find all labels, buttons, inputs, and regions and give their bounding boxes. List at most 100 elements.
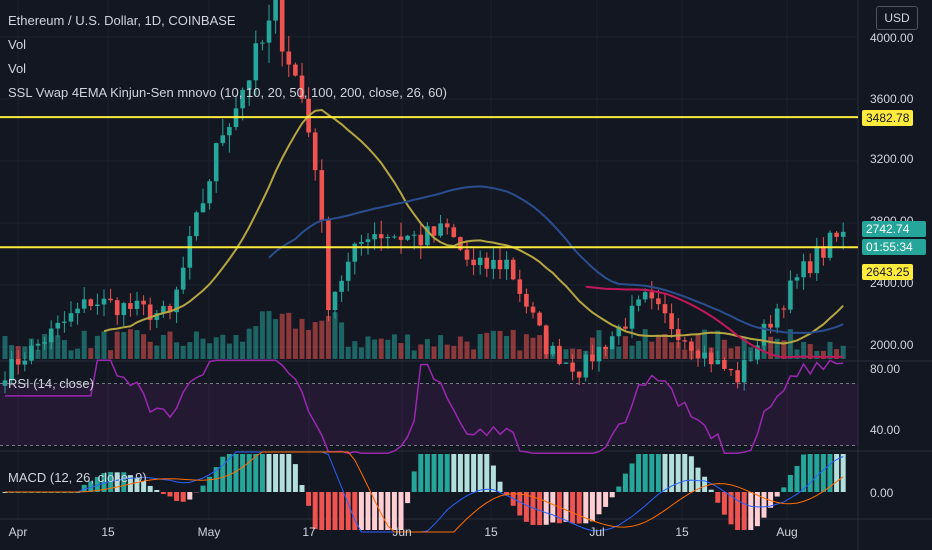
macd-histogram-bar: [141, 481, 147, 492]
volume-bar: [642, 329, 648, 359]
macd-histogram-bar: [801, 454, 807, 492]
macd-histogram-bar: [253, 454, 259, 492]
volume-bar: [299, 318, 305, 359]
candle-body: [352, 243, 358, 262]
volume-bar: [629, 345, 635, 359]
macd-histogram-bar: [438, 454, 444, 492]
candle-body: [636, 299, 641, 306]
macd-histogram-bar: [827, 454, 833, 492]
macd-histogram-bar: [642, 454, 648, 492]
macd-histogram-bar: [81, 484, 87, 492]
candle-body: [194, 212, 199, 237]
macd-tick: 0.00: [870, 486, 894, 500]
macd-histogram-bar: [332, 492, 338, 530]
macd-histogram-bar: [576, 492, 582, 524]
candle-body: [781, 308, 787, 310]
volume-bar: [530, 337, 536, 359]
macd-histogram-bar: [735, 492, 741, 530]
candle-body: [788, 280, 793, 310]
volume-bar: [332, 312, 338, 359]
candle-body: [299, 75, 305, 99]
macd-histogram-bar: [464, 454, 470, 492]
macd-histogram-bar: [431, 454, 437, 492]
candle-body: [550, 345, 556, 355]
currency-button[interactable]: USD: [876, 6, 918, 30]
candle-body: [477, 257, 483, 266]
macd-histogram-bar: [682, 454, 688, 492]
candle-body: [603, 346, 608, 350]
macd-histogram-bar: [266, 454, 272, 492]
macd-histogram-bar: [543, 492, 549, 525]
candle-body: [385, 237, 391, 239]
candle-body: [768, 323, 773, 328]
volume-bar: [510, 329, 516, 359]
candle-body: [207, 181, 212, 204]
support-price-tag: 2643.25: [862, 264, 914, 280]
candle-body: [510, 259, 516, 280]
candle-body: [682, 340, 688, 342]
rsi-line: [5, 359, 844, 455]
candle-body: [471, 259, 476, 266]
candle-body: [524, 293, 529, 307]
macd-histogram-bar: [721, 492, 727, 515]
macd-histogram-bar: [477, 454, 483, 492]
volume-bar: [286, 312, 292, 359]
macd-histogram-bar: [299, 485, 305, 492]
candle-body: [596, 346, 602, 362]
candle-body: [154, 313, 160, 320]
candle-body: [629, 305, 635, 329]
macd-histogram-bar: [411, 471, 417, 492]
macd-histogram-bar: [240, 454, 246, 492]
rsi-label: RSI (14, close): [8, 376, 94, 391]
macd-histogram-bar: [583, 492, 589, 524]
volume-bar: [834, 348, 840, 359]
volume-bar: [840, 345, 846, 359]
volume-bar: [312, 322, 318, 359]
volume-bar: [187, 342, 193, 359]
volume-bar: [180, 345, 186, 359]
candle-body: [220, 135, 226, 144]
volume-bar: [114, 331, 120, 359]
volume-bar: [213, 337, 219, 359]
candle-body: [378, 234, 384, 239]
volume-bar: [431, 346, 437, 359]
volume-bar: [695, 333, 701, 359]
volume-legend-1: Vol: [8, 37, 27, 52]
macd-histogram-bar: [88, 481, 94, 492]
macd-histogram-bar: [108, 472, 114, 492]
macd-histogram-bar: [114, 472, 120, 492]
volume-bar: [741, 337, 747, 359]
macd-histogram-bar: [669, 454, 675, 492]
volume-bar: [385, 339, 391, 359]
macd-histogram-bar: [398, 492, 404, 530]
macd-histogram-bar: [444, 454, 450, 492]
volume-bar: [457, 336, 463, 359]
candle-body: [48, 328, 54, 343]
candle-body: [616, 326, 622, 337]
volume-legend-2: Vol: [8, 61, 27, 76]
volume-bar: [259, 311, 265, 359]
volume-bar: [220, 334, 226, 359]
macd-histogram-bar: [147, 485, 153, 492]
macd-histogram-bar: [688, 456, 694, 492]
macd-histogram-bar: [325, 492, 331, 530]
candle-body: [9, 358, 14, 381]
candle-body: [141, 300, 146, 305]
price-tick: 3600.00: [870, 92, 914, 106]
volume-bar: [570, 348, 576, 359]
candle-body: [741, 359, 747, 383]
volume-bar: [669, 342, 675, 359]
candle-body: [411, 234, 417, 236]
volume-bar: [537, 335, 543, 359]
volume-bar: [378, 338, 384, 359]
macd-histogram-bar: [279, 454, 285, 492]
candle-body: [623, 326, 628, 329]
macd-histogram-bar: [134, 478, 140, 492]
candle-body: [722, 359, 727, 369]
candle-body: [108, 298, 113, 301]
volume-bar: [253, 326, 259, 359]
candle-body: [372, 234, 377, 240]
volume-bar: [411, 350, 417, 359]
symbol-title: Ethereum / U.S. Dollar, 1D, COINBASE: [8, 13, 236, 28]
